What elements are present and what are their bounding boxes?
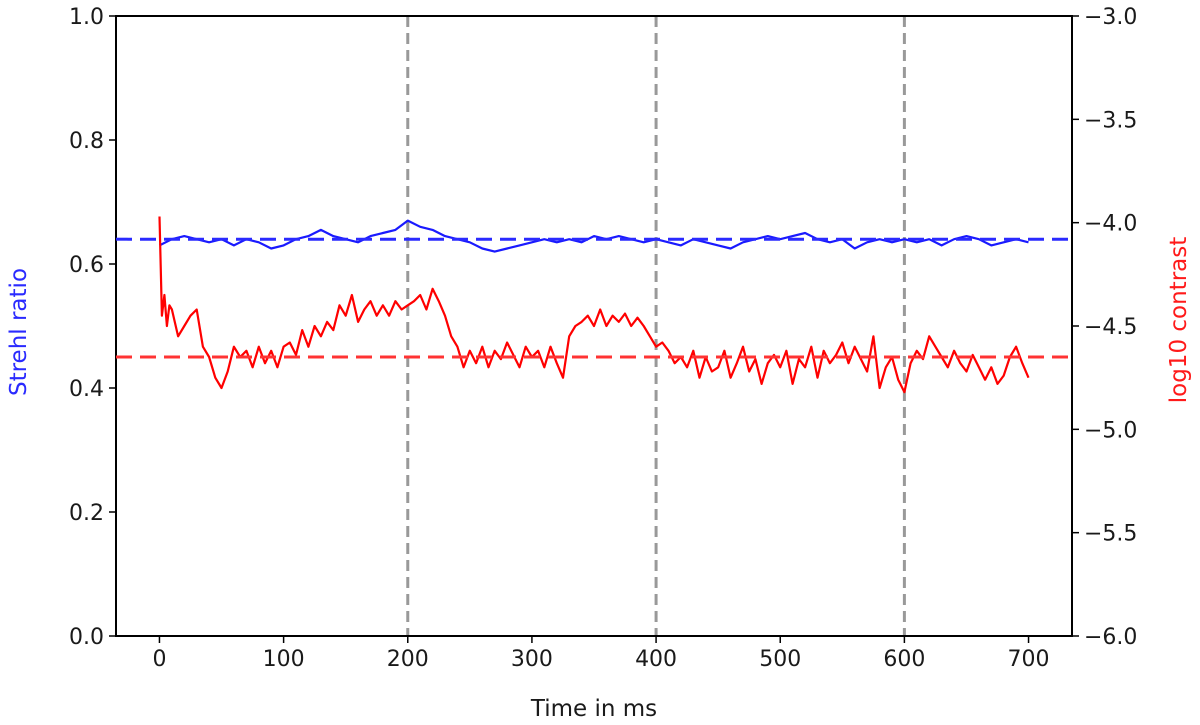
y-axis-right-label: log10 contrast (1166, 237, 1192, 404)
series-line-left (159, 219, 1029, 253)
y-right-tick-label: −5.5 (1084, 522, 1137, 547)
y-left-tick-label: 0.6 (69, 253, 104, 278)
y-left-tick-label: 0.4 (69, 377, 104, 402)
x-tick-label: 300 (511, 647, 553, 672)
y-left-tick-label: 1.0 (69, 5, 104, 30)
y-left-tick-label: 0.2 (69, 501, 104, 526)
vertical-markers (406, 16, 906, 636)
x-tick-label: 100 (263, 647, 305, 672)
y-left-tick-label: 0.0 (69, 625, 104, 650)
x-tick-label: 400 (635, 647, 677, 672)
series-line-right (158, 216, 1030, 394)
x-tick-label: 500 (759, 647, 801, 672)
x-tick-label: 200 (387, 647, 429, 672)
y-right-tick-label: −5.0 (1084, 418, 1137, 443)
y-right-tick-label: −6.0 (1084, 625, 1137, 650)
y-right-tick-label: −3.5 (1084, 108, 1137, 133)
x-tick-label: 700 (1008, 647, 1050, 672)
x-axis-label: Time in ms (530, 696, 657, 722)
y-left-tick-label: 0.8 (69, 129, 104, 154)
reference-lines (116, 237, 1072, 359)
x-axis: 0 100 200 300 400 500 600 700 (152, 636, 1050, 672)
y-right-tick-label: −3.0 (1084, 5, 1137, 30)
series-lines (158, 216, 1030, 394)
y-right-tick-label: −4.0 (1084, 212, 1137, 237)
y-right-tick-label: −4.5 (1084, 315, 1137, 340)
x-tick-label: 600 (883, 647, 925, 672)
y-axis-left-label: Strehl ratio (6, 268, 32, 396)
x-tick-label: 0 (152, 647, 166, 672)
y-axis-left: 0.0 0.2 0.4 0.6 0.8 1.0 (69, 5, 116, 650)
y-axis-right: −6.0 −5.5 −5.0 −4.5 −4.0 −3.5 −3.0 (1072, 5, 1137, 650)
